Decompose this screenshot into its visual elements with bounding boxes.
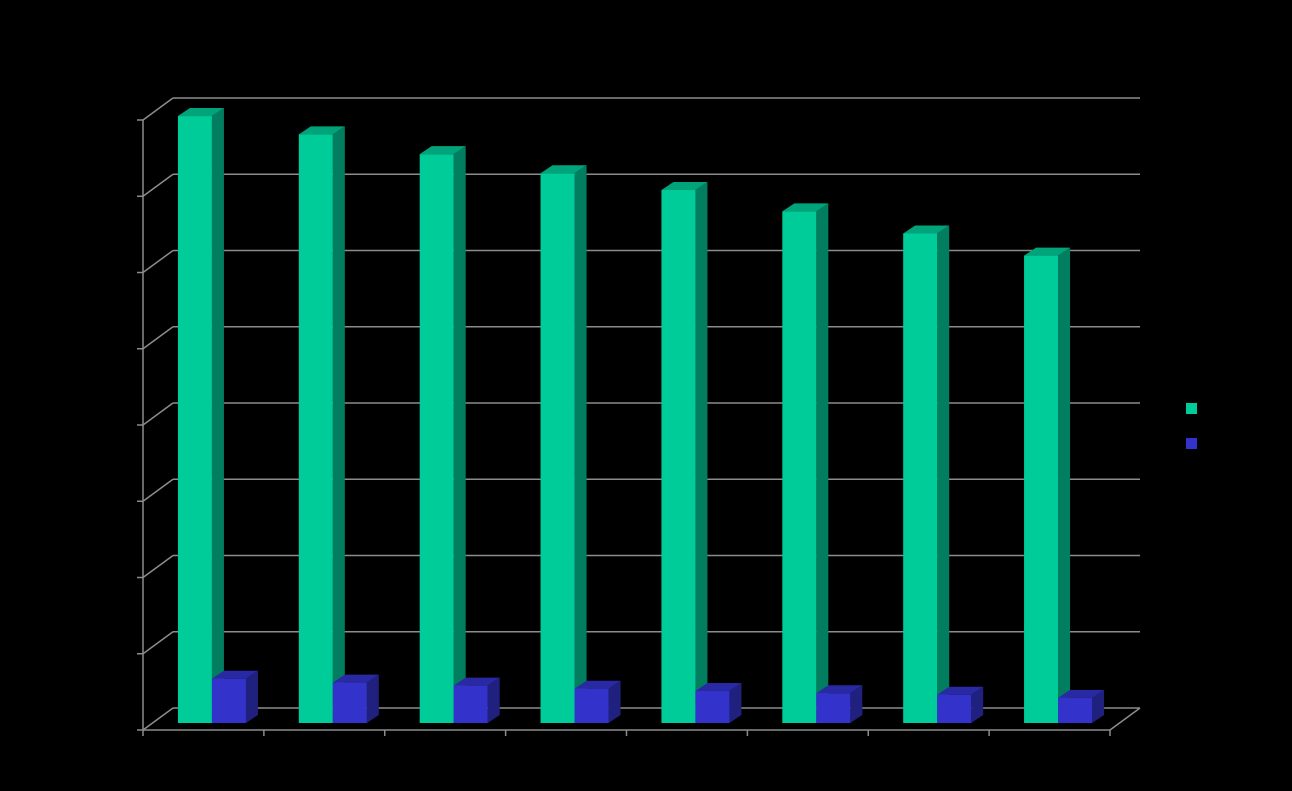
bar	[453, 685, 488, 723]
bar-top	[1024, 247, 1071, 256]
legend-marker	[1186, 403, 1197, 414]
bar	[211, 678, 246, 723]
wall-grid-line	[142, 326, 174, 350]
wall-grid-line	[142, 97, 174, 121]
bar-top	[211, 670, 258, 679]
wall-grid-line	[142, 478, 174, 502]
bar	[574, 688, 609, 723]
bar-side	[1092, 689, 1105, 723]
bar-top	[419, 146, 466, 155]
bar-top	[453, 677, 500, 686]
wall-grid-line	[142, 173, 174, 197]
bar	[177, 116, 212, 724]
bar	[695, 690, 730, 723]
bar-top	[177, 108, 224, 117]
bar-top	[332, 674, 379, 683]
wall-grid-line	[142, 249, 174, 274]
bar	[1024, 255, 1059, 723]
wall-grid-line	[142, 554, 174, 579]
floor-edge	[1109, 707, 1141, 731]
bar	[903, 233, 938, 723]
bar-top	[574, 680, 621, 689]
bar-side	[574, 165, 587, 724]
bar-side	[608, 680, 621, 723]
bar-side	[937, 225, 950, 723]
bar	[332, 682, 367, 723]
bar-side	[211, 108, 224, 724]
bar-top	[816, 685, 863, 694]
bar	[661, 190, 696, 723]
bar-top	[782, 203, 829, 212]
bar-side	[729, 682, 742, 723]
bar	[1058, 697, 1093, 723]
wall-grid-line	[142, 631, 174, 655]
bar	[816, 693, 851, 723]
bar	[782, 211, 817, 724]
bar-top	[661, 182, 708, 191]
legend-marker	[1186, 438, 1197, 449]
bar-top	[1058, 689, 1105, 698]
bar	[419, 154, 454, 724]
bar-side	[366, 674, 379, 723]
bar	[540, 173, 575, 724]
bar-top	[540, 165, 587, 174]
bar	[298, 134, 333, 724]
bar-side	[245, 670, 258, 723]
bar-side	[695, 182, 708, 723]
bar-side	[816, 203, 829, 724]
wall-grid-line	[142, 402, 174, 426]
bar	[937, 694, 972, 723]
wall-grid-line	[142, 707, 174, 731]
bar-side	[453, 146, 466, 724]
bar-top	[298, 126, 345, 135]
bar-side	[1058, 247, 1071, 723]
bar-top	[695, 682, 742, 691]
bar-side	[971, 686, 984, 723]
bar-top	[937, 686, 984, 695]
bar-side	[487, 677, 500, 723]
bar-side	[850, 685, 863, 723]
bar-side	[332, 126, 345, 724]
bar-top	[903, 225, 950, 234]
